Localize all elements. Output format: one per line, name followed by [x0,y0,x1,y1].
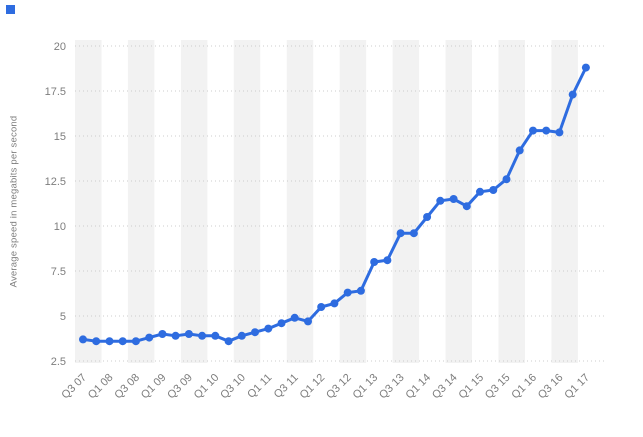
background-stripe [392,40,420,363]
data-point[interactable] [356,286,365,295]
x-tick-label: Q1 17 [562,372,592,402]
x-tick-label: Q3 09 [165,372,195,402]
y-tick-label: 5 [60,311,66,323]
data-point[interactable] [171,331,180,340]
data-point[interactable] [396,229,405,238]
y-tick-label: 10 [54,221,66,233]
logo-fragment [6,5,15,14]
x-tick-label: Q1 08 [86,372,116,402]
background-stripe [180,40,208,363]
data-point[interactable] [370,258,379,266]
x-tick-label: Q3 16 [536,372,566,402]
x-tick-label: Q3 10 [218,372,248,402]
data-point[interactable] [290,313,299,322]
background-stripe [339,40,367,363]
y-tick-label: 2.5 [51,356,66,368]
x-tick-label: Q1 16 [509,372,539,402]
background-stripe [286,40,314,363]
x-tick-label: Q1 12 [298,372,328,402]
data-point[interactable] [131,337,140,346]
data-point[interactable] [211,331,220,340]
background-stripe [551,40,578,363]
x-tick-label: Q3 12 [324,372,354,402]
data-point[interactable] [343,288,352,297]
y-tick-label: 12.5 [45,176,66,188]
data-point[interactable] [224,337,233,346]
data-point[interactable] [568,90,577,99]
y-tick-label: 17.5 [45,86,66,98]
x-tick-label: Q3 13 [377,372,407,402]
x-tick-label: Q1 09 [139,372,169,402]
data-point[interactable] [489,186,498,194]
data-point[interactable] [581,63,590,72]
data-point[interactable] [436,196,445,205]
x-tick-label: Q3 14 [430,372,460,402]
data-point[interactable] [542,126,551,135]
data-point[interactable] [105,337,114,346]
data-point[interactable] [251,328,259,337]
data-point[interactable] [198,331,207,340]
data-point[interactable] [145,333,154,342]
data-point[interactable] [264,324,273,333]
y-tick-label: 15 [54,131,66,143]
data-point[interactable] [184,330,193,338]
data-point[interactable] [317,303,326,311]
x-tick-label: Q3 11 [272,372,301,401]
data-point[interactable] [449,195,458,203]
x-tick-label: Q1 15 [456,372,486,402]
data-point[interactable] [118,337,127,346]
y-axis-title: Average speed in megabits per second [8,115,20,288]
data-point[interactable] [237,331,246,340]
y-tick-label: 7.5 [51,266,66,278]
data-point[interactable] [158,330,167,338]
y-tick-label: 20 [54,41,66,53]
data-point[interactable] [529,126,537,135]
data-point[interactable] [277,319,286,328]
data-point[interactable] [409,229,418,238]
data-point[interactable] [502,175,511,184]
data-point[interactable] [476,187,484,196]
x-tick-label: Q1 11 [245,372,274,401]
data-point[interactable] [515,146,524,155]
x-tick-label: Q1 10 [192,372,222,402]
background-stripe [75,40,102,363]
x-tick-label: Q3 07 [59,372,89,402]
x-tick-label: Q1 13 [351,372,381,402]
background-stripe [127,40,155,363]
x-tick-label: Q3 15 [483,372,513,402]
data-point[interactable] [423,213,432,221]
data-point[interactable] [92,337,101,346]
data-point[interactable] [383,256,392,265]
data-point[interactable] [304,317,312,326]
data-point[interactable] [555,128,564,137]
data-point[interactable] [462,202,471,211]
x-tick-label: Q3 08 [112,372,142,402]
data-point[interactable] [330,299,339,308]
background-stripe [233,40,261,363]
data-point[interactable] [79,335,87,344]
background-stripe [498,40,525,363]
x-tick-label: Q1 14 [404,372,434,402]
